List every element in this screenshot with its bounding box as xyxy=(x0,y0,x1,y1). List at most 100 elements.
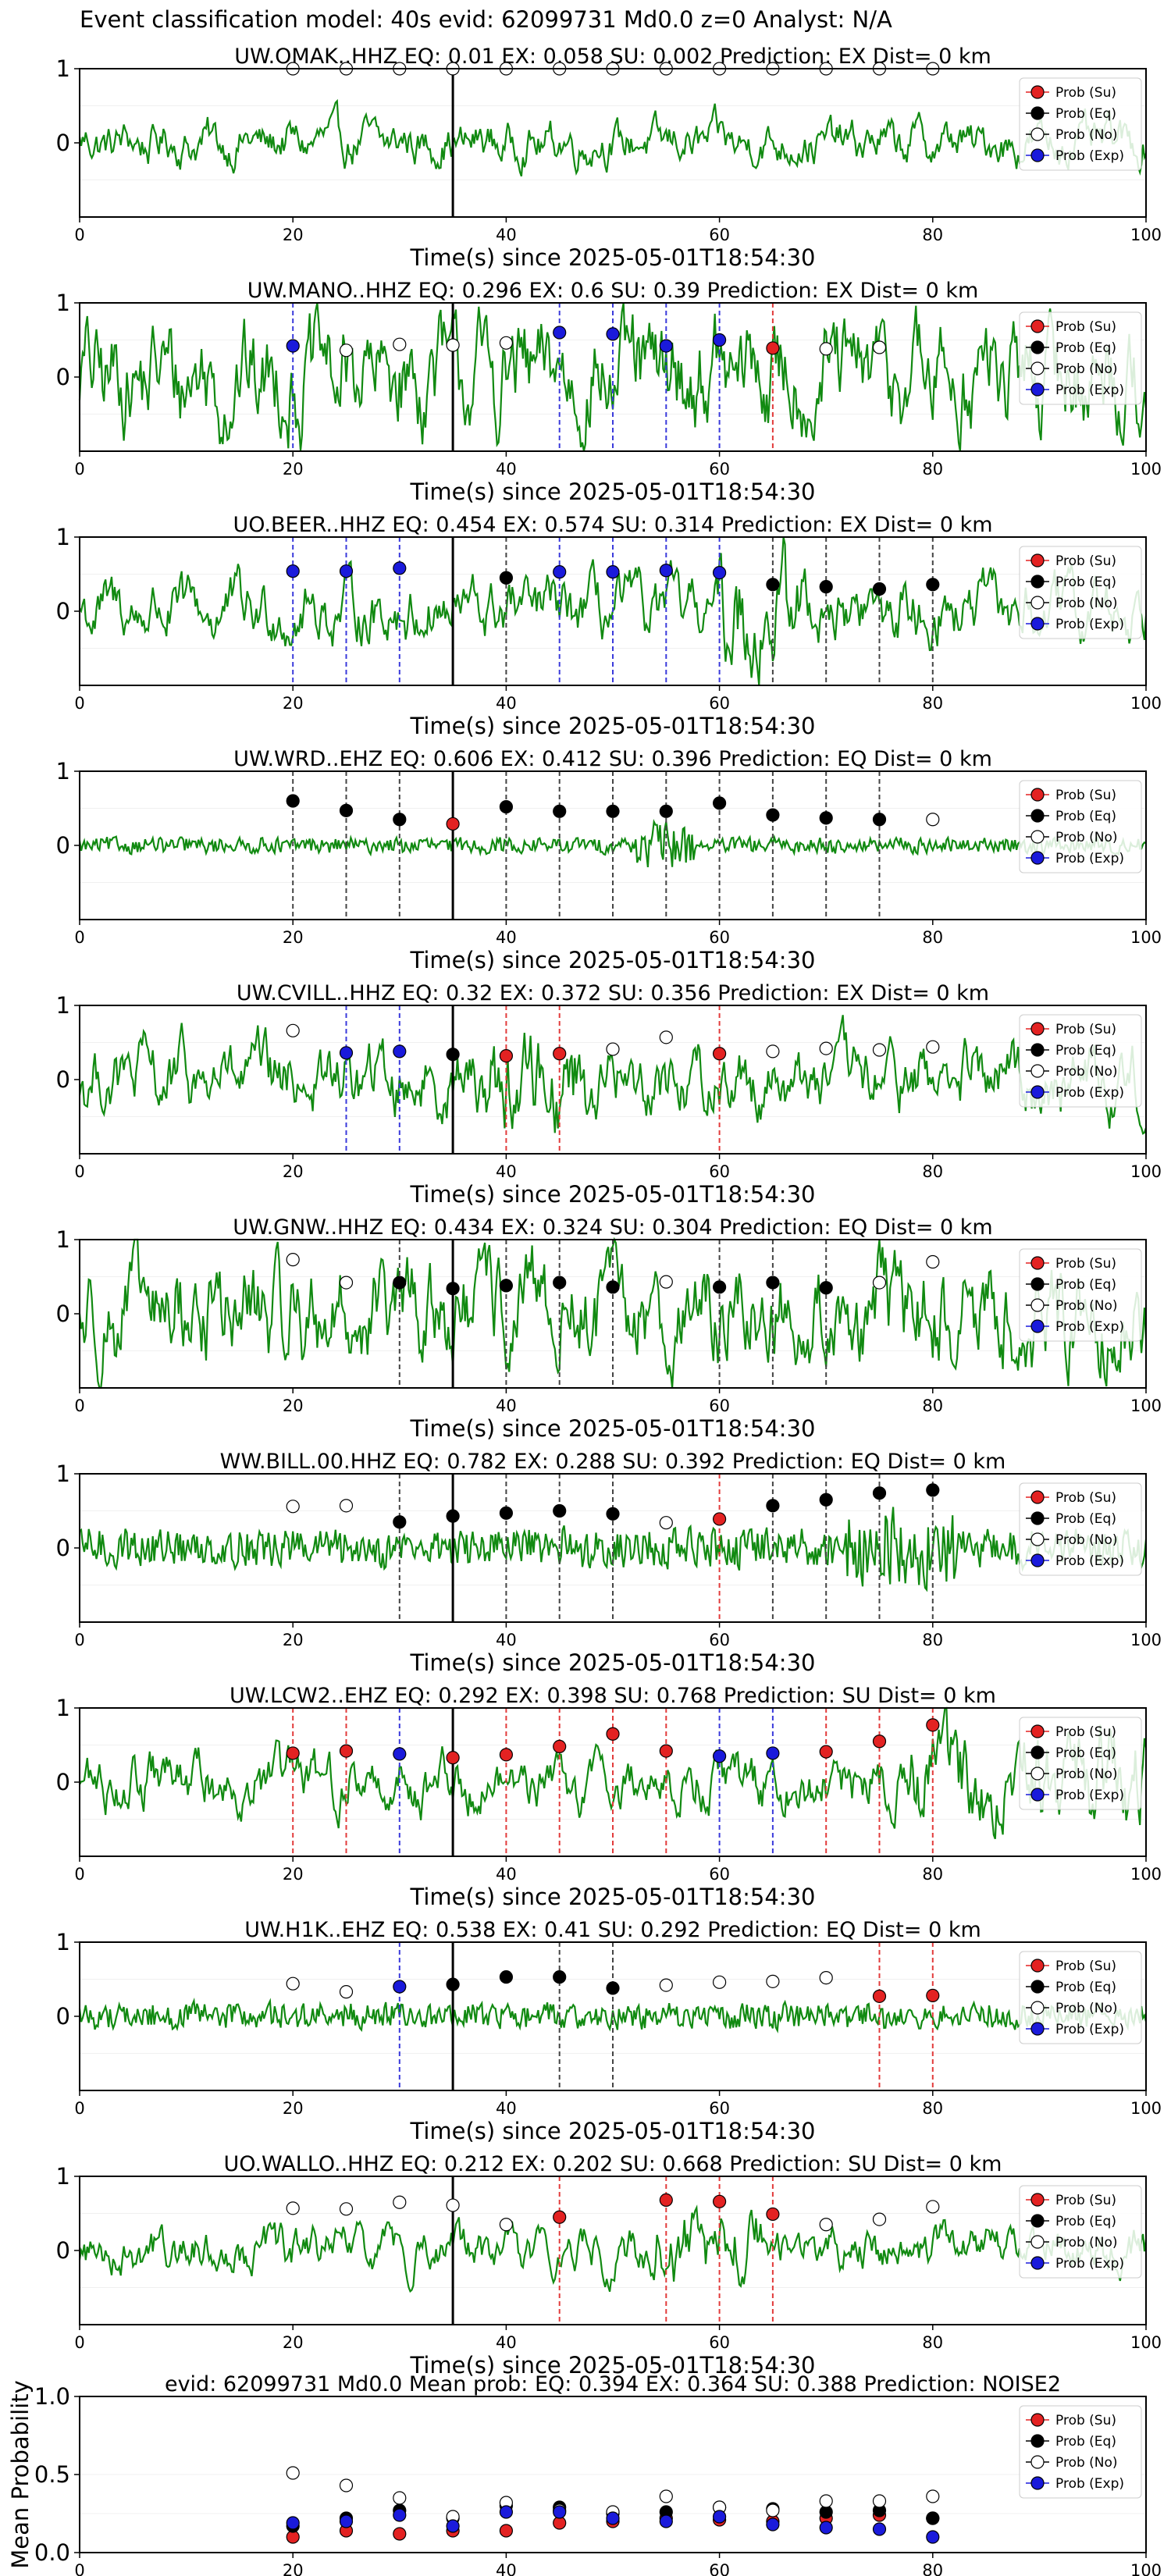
subplot-6: UW.GNW..HHZ EQ: 0.434 EX: 0.324 SU: 0.30… xyxy=(56,1215,1162,1442)
prob-point-su xyxy=(926,1988,940,2002)
subplot-title: UO.BEER..HHZ EQ: 0.454 EX: 0.574 SU: 0.3… xyxy=(233,513,992,537)
subplot-title: UO.WALLO..HHZ EQ: 0.212 EX: 0.202 SU: 0.… xyxy=(224,2152,1002,2176)
legend-marker-eq xyxy=(1030,1277,1045,1291)
legend-label: Prob (Exp) xyxy=(1055,2256,1124,2272)
legend-box xyxy=(1019,1014,1142,1108)
prob-point-eq xyxy=(553,1503,567,1518)
waveform-trace xyxy=(78,2204,1148,2293)
prob-point-su xyxy=(499,2524,514,2538)
prob-point-exp xyxy=(393,1980,407,1994)
prob-point-eq xyxy=(712,796,727,810)
prob-point-exp xyxy=(286,564,300,578)
prob-point-exp xyxy=(872,2522,887,2536)
subplot-5: UW.CVILL..HHZ EQ: 0.32 EX: 0.372 SU: 0.3… xyxy=(56,981,1162,1208)
prob-point-exp xyxy=(339,564,354,578)
prob-point-su xyxy=(712,1512,727,1526)
legend-box xyxy=(1019,1951,1142,2044)
prob-point-no xyxy=(339,1276,354,1290)
legend-marker-su xyxy=(1030,1724,1045,1738)
x-tick-label: 0 xyxy=(74,460,84,479)
legend: Prob (Su) Prob (Eq) Prob (No) Prob (Exp) xyxy=(1019,1014,1142,1108)
legend-marker-eq xyxy=(1030,2434,1045,2448)
subplot-title: WW.BILL.00.HHZ EQ: 0.782 EX: 0.288 SU: 0… xyxy=(220,1450,1006,1474)
prob-point-exp xyxy=(606,2511,620,2525)
legend-label: Prob (No) xyxy=(1055,2001,1118,2016)
prob-point-no xyxy=(766,2503,780,2517)
prob-point-eq xyxy=(606,1507,620,1521)
legend-marker-exp xyxy=(1030,148,1045,162)
legend-label: Prob (Eq) xyxy=(1055,1980,1116,1995)
legend-marker-exp xyxy=(1030,1085,1045,1099)
x-tick-label: 40 xyxy=(496,1162,517,1181)
x-tick-label: 80 xyxy=(922,928,943,947)
legend-box xyxy=(1019,1482,1142,1576)
legend-label: Prob (Exp) xyxy=(1055,2022,1124,2037)
prob-point-exp xyxy=(659,2514,673,2528)
legend-marker-eq xyxy=(1030,340,1045,354)
x-tick-label: 20 xyxy=(283,226,304,244)
y-tick-label: 0.5 xyxy=(34,2461,70,2488)
y-tick-label: 0 xyxy=(56,1066,70,1093)
legend-label: Prob (No) xyxy=(1055,361,1118,377)
legend: Prob (Su) Prob (Eq) Prob (No) Prob (Exp) xyxy=(1019,311,1142,405)
x-tick-label: 60 xyxy=(709,2561,730,2576)
x-tick-label: 20 xyxy=(283,1631,304,1649)
x-tick-label: 0 xyxy=(74,1397,84,1415)
prob-point-eq xyxy=(606,804,620,818)
prob-point-su xyxy=(659,2193,673,2207)
legend-label: Prob (Su) xyxy=(1055,1490,1116,1506)
legend-label: Prob (No) xyxy=(1055,2235,1118,2250)
legend-marker-exp xyxy=(1030,851,1045,865)
x-tick-label: 40 xyxy=(496,1631,517,1649)
prob-point-no xyxy=(393,2195,407,2209)
x-tick-label: 100 xyxy=(1130,2561,1162,2576)
x-tick-label: 60 xyxy=(709,226,730,244)
legend-box xyxy=(1019,546,1142,639)
legend-box xyxy=(1019,1248,1142,1342)
y-tick-label: 0 xyxy=(56,1535,70,1561)
legend-box xyxy=(1019,2405,1142,2499)
x-tick-label: 0 xyxy=(74,928,84,947)
prob-point-no xyxy=(926,813,940,827)
prob-point-no xyxy=(659,1275,673,1289)
prob-point-no xyxy=(766,1044,780,1059)
x-tick-label: 100 xyxy=(1130,460,1162,479)
x-tick-label: 0 xyxy=(74,226,84,244)
x-tick-label: 20 xyxy=(283,928,304,947)
x-axis-label: Time(s) since 2025-05-01T18:54:30 xyxy=(410,244,816,271)
y-tick-label: 1 xyxy=(56,1226,70,1253)
legend-label: Prob (No) xyxy=(1055,1064,1118,1080)
prob-point-eq xyxy=(926,578,940,592)
prob-point-eq xyxy=(553,1276,567,1290)
prob-point-su xyxy=(499,1048,514,1063)
prob-point-exp xyxy=(819,2521,833,2535)
x-axis-label: Time(s) since 2025-05-01T18:54:30 xyxy=(410,947,816,973)
legend-marker-exp xyxy=(1030,1788,1045,1802)
waveform-trace xyxy=(78,1236,1148,1389)
legend-label: Prob (Exp) xyxy=(1055,2476,1124,2492)
legend: Prob (Su) Prob (Eq) Prob (No) Prob (Exp) xyxy=(1019,1717,1142,1810)
prob-point-eq xyxy=(872,813,887,827)
x-tick-label: 100 xyxy=(1130,1631,1162,1649)
x-tick-label: 0 xyxy=(74,2333,84,2352)
prob-point-eq xyxy=(766,1276,780,1290)
waveform-trace xyxy=(78,1997,1148,2033)
prob-point-no xyxy=(819,342,833,356)
prob-point-su xyxy=(712,1047,727,1061)
legend-marker-no xyxy=(1030,596,1045,610)
legend-marker-no xyxy=(1030,1298,1045,1312)
prob-point-eq xyxy=(286,794,300,808)
legend-marker-no xyxy=(1030,1532,1045,1546)
prob-point-eq xyxy=(499,1970,514,1984)
y-tick-label: 0 xyxy=(56,598,70,624)
prob-point-no xyxy=(339,1499,354,1513)
prob-point-exp xyxy=(606,565,620,579)
legend-marker-su xyxy=(1030,1256,1045,1270)
prob-point-no xyxy=(926,1254,940,1269)
x-tick-label: 40 xyxy=(496,2333,517,2352)
legend-marker-su xyxy=(1030,1022,1045,1036)
x-tick-label: 80 xyxy=(922,1631,943,1649)
prob-point-no xyxy=(286,2466,300,2480)
legend-label: Prob (No) xyxy=(1055,1767,1118,1782)
prob-point-no xyxy=(286,1976,300,1991)
